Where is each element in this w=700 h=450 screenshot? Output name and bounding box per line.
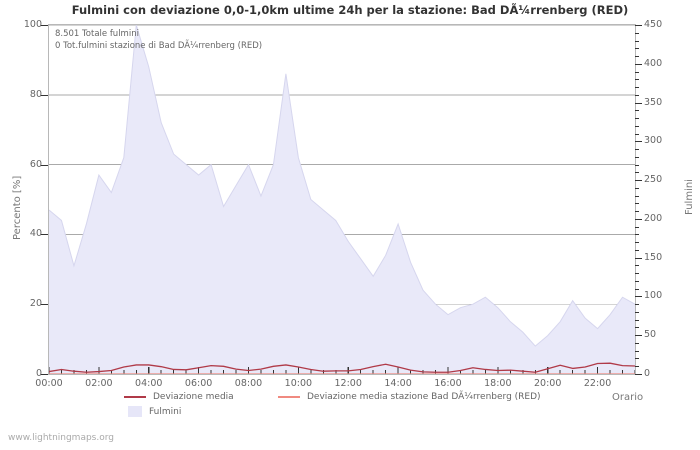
y-right-tick-mark <box>635 335 642 337</box>
y-right-tick-mark <box>635 180 642 182</box>
x-tick-label: 04:00 <box>135 378 163 389</box>
y-right-tick-mark <box>635 79 639 81</box>
x-tick-label: 16:00 <box>434 378 462 389</box>
x-tick-label: 14:00 <box>384 378 412 389</box>
y-right-tick-mark <box>635 358 639 360</box>
annotation-total-lightning: 8.501 Totale fulmini <box>55 29 139 39</box>
y-right-tick-mark <box>635 87 639 89</box>
y-right-tick-mark <box>635 350 639 352</box>
y-right-tick-mark <box>635 56 639 58</box>
y-axis-right-title: Fulmini <box>684 179 695 215</box>
y-right-tick-label: 400 <box>644 57 663 69</box>
annotation-station-lightning: 0 Tot.fulmini stazione di Bad DÃ¼rrenber… <box>55 41 263 51</box>
y-right-tick-mark <box>635 304 639 306</box>
x-tick-label: 00:00 <box>35 378 63 389</box>
y-left-tick-label: 80 <box>29 88 42 100</box>
y-right-tick-mark <box>635 125 639 127</box>
y-right-tick-label: 350 <box>644 96 663 108</box>
y-right-tick-label: 300 <box>644 135 663 147</box>
y-right-tick-mark <box>635 218 642 220</box>
y-right-tick-mark <box>635 319 639 321</box>
y-right-tick-label: 50 <box>644 329 657 341</box>
plot-area <box>48 24 636 375</box>
legend-label: Deviazione media <box>153 392 234 402</box>
x-tick-label: 22:00 <box>583 378 612 389</box>
y-right-tick-mark <box>635 366 639 368</box>
y-right-tick-mark <box>635 265 639 267</box>
legend-line-swatch <box>278 396 300 398</box>
x-tick-label: 06:00 <box>184 378 213 389</box>
legend-item-deviazione-media-stazione[interactable]: Deviazione media stazione Bad DÃ¼rrenber… <box>278 392 541 402</box>
y-right-tick-mark <box>635 141 642 143</box>
y-right-tick-label: 100 <box>644 290 663 302</box>
y-right-tick-mark <box>635 234 639 236</box>
y-right-tick-mark <box>635 32 639 34</box>
y-right-tick-mark <box>635 156 639 158</box>
legend-area-swatch <box>128 406 142 417</box>
legend-label: Fulmini <box>149 406 182 417</box>
x-tick-label: 08:00 <box>234 378 263 389</box>
x-tick-label: 02:00 <box>85 378 113 389</box>
y-right-tick-mark <box>635 249 639 251</box>
y-right-tick-mark <box>635 164 639 166</box>
y-right-tick-mark <box>635 110 639 112</box>
legend-item-fulmini[interactable]: Fulmini <box>124 406 181 417</box>
y-right-tick-mark <box>635 71 639 73</box>
y-right-tick-mark <box>635 149 639 151</box>
y-right-tick-mark <box>635 187 639 189</box>
y-left-tick-label: 40 <box>29 228 42 240</box>
y-right-tick-mark <box>635 280 639 282</box>
y-left-tick-mark <box>41 234 48 236</box>
y-left-tick-mark <box>41 304 48 306</box>
y-left-tick-label: 0 <box>35 368 42 379</box>
chart-title: Fulmini con deviazione 0,0-1,0km ultime … <box>71 3 629 17</box>
y-right-tick-mark <box>635 118 639 120</box>
y-right-tick-label: 250 <box>644 174 663 186</box>
y-right-tick-label: 200 <box>644 212 663 224</box>
y-right-tick-mark <box>635 102 642 104</box>
y-right-tick-mark <box>635 257 642 259</box>
legend-item-deviazione-media[interactable]: Deviazione media <box>124 392 234 402</box>
y-right-tick-mark <box>635 48 639 50</box>
legend-label: Deviazione media stazione Bad DÃ¼rrenber… <box>307 392 541 402</box>
y-right-tick-mark <box>635 203 639 205</box>
y-right-tick-mark <box>635 342 639 344</box>
y-right-tick-mark <box>635 94 639 96</box>
y-right-tick-mark <box>635 296 642 298</box>
legend-line-swatch <box>124 396 146 398</box>
y-right-tick-mark <box>635 226 639 228</box>
x-tick-label: 18:00 <box>484 378 512 389</box>
y-right-tick-mark <box>635 288 639 290</box>
y-left-tick-mark <box>41 374 48 375</box>
x-axis-title: Orario <box>612 392 644 403</box>
y-left-tick-mark <box>41 164 48 166</box>
y-right-tick-mark <box>635 327 639 329</box>
x-tick-label: 10:00 <box>284 378 313 389</box>
y-left-tick-label: 100 <box>23 19 42 30</box>
y-left-tick-label: 60 <box>29 158 42 170</box>
y-right-tick-mark <box>635 40 639 42</box>
x-tick-label: 20:00 <box>534 378 562 389</box>
y-right-tick-label: 450 <box>644 19 663 30</box>
y-left-tick-mark <box>41 25 48 26</box>
y-right-tick-label: 0 <box>644 368 651 379</box>
y-right-tick-mark <box>635 242 639 244</box>
y-right-tick-mark <box>635 374 642 375</box>
y-right-tick-mark <box>635 133 639 135</box>
y-right-tick-mark <box>635 311 639 313</box>
y-left-tick-mark <box>41 94 48 96</box>
y-right-tick-mark <box>635 25 642 26</box>
y-right-tick-mark <box>635 63 642 65</box>
x-tick-label: 12:00 <box>334 378 362 389</box>
plot-svg <box>49 25 635 374</box>
y-right-tick-mark <box>635 172 639 174</box>
y-right-tick-mark <box>635 211 639 213</box>
y-right-tick-mark <box>635 195 639 197</box>
y-right-tick-mark <box>635 273 639 275</box>
footer-attribution: www.lightningmaps.org <box>8 433 114 443</box>
y-right-tick-label: 150 <box>644 251 663 263</box>
y-left-tick-label: 20 <box>29 298 42 310</box>
